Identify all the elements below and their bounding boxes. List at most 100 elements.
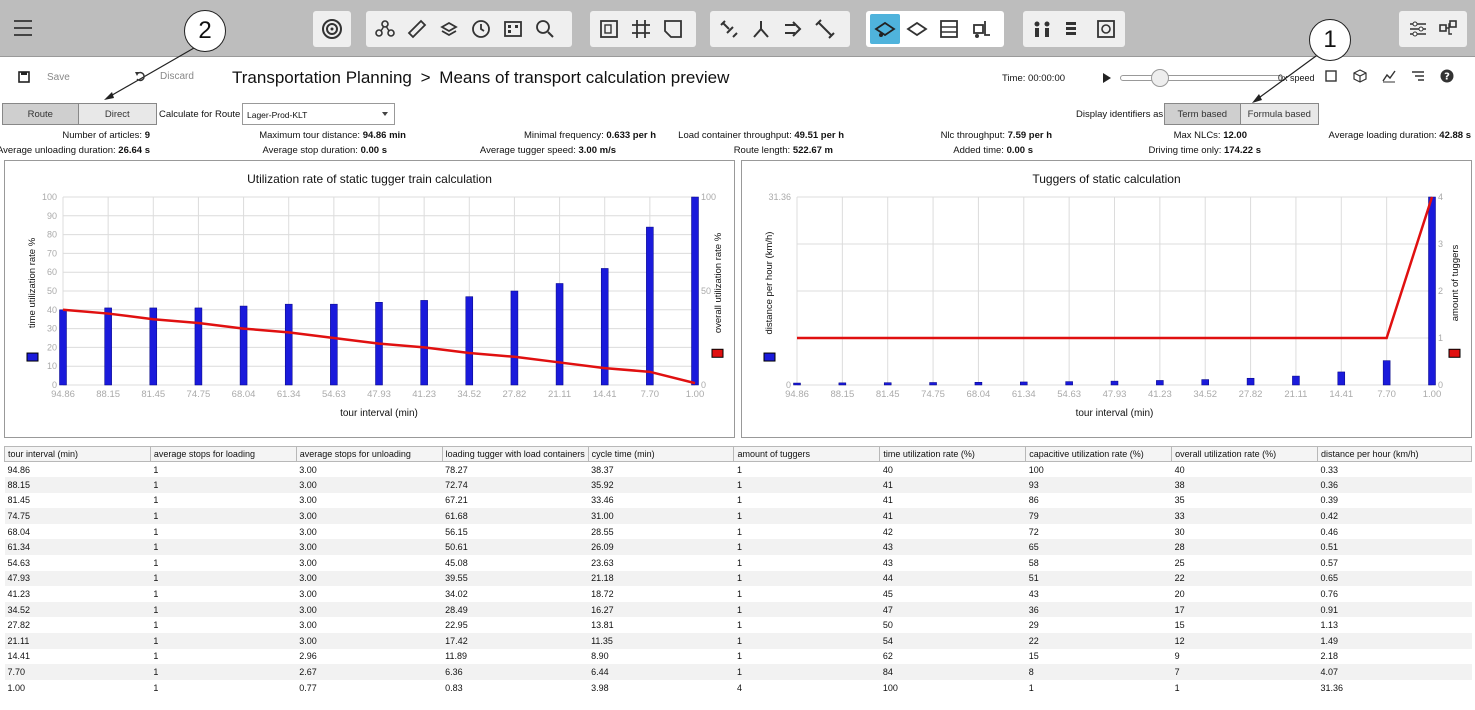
- table-row[interactable]: 94.86 1 3.00 78.27 38.37 1 40 100 40 0.33: [5, 462, 1472, 478]
- table-row[interactable]: 74.75 1 3.00 61.68 31.00 1 41 79 33 0.42: [4, 508, 1472, 524]
- speed-slider-handle[interactable]: [1151, 69, 1169, 87]
- column-header[interactable]: average stops for unloading: [295, 446, 443, 462]
- tugger-icon[interactable]: [870, 14, 900, 44]
- bar[interactable]: [793, 382, 801, 386]
- help-icon[interactable]: ?: [1440, 69, 1454, 83]
- bar[interactable]: [1246, 377, 1255, 386]
- link-icon[interactable]: [714, 14, 744, 44]
- bar[interactable]: [194, 307, 203, 386]
- table-row[interactable]: 68.04 1 3.00 56.15 28.55 1 42 72 30 0.46: [5, 524, 1472, 540]
- bar[interactable]: [149, 307, 158, 386]
- matrix-icon[interactable]: [498, 14, 528, 44]
- chart-title: Tuggers of static calculation: [1032, 172, 1181, 186]
- direct-option[interactable]: Direct: [104, 108, 130, 120]
- bar[interactable]: [239, 305, 248, 386]
- grid-icon[interactable]: [626, 14, 656, 44]
- forklift-icon[interactable]: [966, 14, 996, 44]
- table-row[interactable]: 14.41 1 2.96 11.89 8.90 1 62 15 9 2.18: [5, 649, 1472, 665]
- table-row[interactable]: 34.52 1 3.00 28.49 16.27 1 47 36 17 0.91: [4, 601, 1472, 618]
- chain-icon[interactable]: [810, 14, 840, 44]
- bar[interactable]: [510, 290, 519, 386]
- target-icon[interactable]: [317, 14, 347, 44]
- bar[interactable]: [330, 303, 338, 386]
- nodes-icon[interactable]: [370, 14, 400, 44]
- stack-icon[interactable]: [1059, 14, 1089, 44]
- clock-icon[interactable]: [466, 14, 496, 44]
- mrf-hierarchy-icon[interactable]: [1434, 14, 1463, 44]
- bar[interactable]: [1110, 380, 1119, 386]
- route-arrow-icon[interactable]: [778, 14, 808, 44]
- branch-icon[interactable]: [746, 14, 776, 44]
- list-icon[interactable]: [1411, 69, 1425, 83]
- speed-slider[interactable]: [1120, 69, 1282, 87]
- play-icon[interactable]: [1103, 73, 1111, 83]
- y-tick-label: 60: [47, 267, 57, 277]
- bar[interactable]: [465, 296, 474, 386]
- sliders-icon[interactable]: [1403, 14, 1432, 44]
- trailer-icon[interactable]: [902, 14, 932, 44]
- bar[interactable]: [1428, 196, 1436, 386]
- bar[interactable]: [104, 307, 112, 386]
- bar[interactable]: [1292, 375, 1300, 386]
- column-header[interactable]: average stops for loading: [149, 446, 297, 462]
- discard-button[interactable]: Discard: [134, 70, 194, 82]
- table-row[interactable]: 61.34 1 3.00 50.61 26.09 1 43 65 28 0.51: [4, 539, 1472, 556]
- column-header[interactable]: time utilization rate (%): [879, 446, 1027, 462]
- table-row[interactable]: 27.82 1 3.00 22.95 13.81 1 50 29 15 1.13: [5, 617, 1472, 633]
- series-line[interactable]: [62, 308, 696, 385]
- cube-icon[interactable]: [1353, 69, 1367, 83]
- formula-based-option[interactable]: Formula based: [1247, 108, 1311, 120]
- bar[interactable]: [600, 268, 609, 386]
- bar[interactable]: [838, 382, 847, 386]
- bar[interactable]: [691, 196, 699, 386]
- bar[interactable]: [974, 381, 983, 386]
- bar[interactable]: [1337, 371, 1346, 386]
- layers-icon[interactable]: [434, 14, 464, 44]
- bar[interactable]: [59, 309, 67, 386]
- route-option[interactable]: Route: [3, 104, 79, 124]
- term-based-option[interactable]: Term based: [1165, 104, 1241, 124]
- bar[interactable]: [883, 382, 892, 386]
- column-header[interactable]: tour interval (min): [4, 446, 151, 462]
- workers-icon[interactable]: [1027, 14, 1057, 44]
- table-row[interactable]: 7.70 1 2.67 6.36 6.44 1 84 8 7 4.07: [4, 664, 1472, 680]
- column-header[interactable]: cycle time (min): [587, 446, 735, 462]
- chart-icon[interactable]: [1382, 69, 1396, 83]
- column-header[interactable]: capacitive utilization rate (%): [1025, 446, 1173, 462]
- frame-icon[interactable]: [594, 14, 624, 44]
- crop-icon[interactable]: [1324, 69, 1338, 83]
- rack-icon[interactable]: [934, 14, 964, 44]
- table-row[interactable]: 41.23 1 3.00 34.02 18.72 1 45 43 20 0.76: [5, 586, 1472, 602]
- column-header[interactable]: overall utilization rate (%): [1171, 446, 1319, 462]
- series-line[interactable]: [797, 196, 1434, 340]
- zoom-search-icon[interactable]: [530, 14, 560, 44]
- table-row[interactable]: 21.11 1 3.00 17.42 11.35 1 54 22 12 1.49: [4, 633, 1472, 649]
- ruler-icon[interactable]: [402, 14, 432, 44]
- shape-icon[interactable]: [658, 14, 688, 44]
- bar[interactable]: [555, 283, 564, 386]
- bar[interactable]: [1201, 379, 1209, 386]
- bar[interactable]: [1020, 381, 1028, 386]
- column-header[interactable]: loading tugger with load containers: [441, 446, 589, 462]
- bar[interactable]: [1382, 360, 1391, 386]
- stat-label: Average loading duration:: [1328, 130, 1437, 141]
- x-tick-label: 7.70: [641, 389, 660, 400]
- breadcrumb-root[interactable]: Transportation Planning: [232, 68, 412, 87]
- table-row[interactable]: 1.00 1 0.77 0.83 3.98 4 100 1 1 31.36: [5, 680, 1472, 696]
- bar[interactable]: [646, 226, 654, 386]
- bar[interactable]: [420, 300, 428, 386]
- bar[interactable]: [1156, 380, 1164, 386]
- bar[interactable]: [929, 382, 937, 386]
- screen-icon[interactable]: [1091, 14, 1121, 44]
- table-row[interactable]: 81.45 1 3.00 67.21 33.46 1 41 86 35 0.39: [5, 493, 1472, 509]
- column-header[interactable]: distance per hour (km/h): [1317, 446, 1472, 462]
- table-row[interactable]: 47.93 1 3.00 39.55 21.18 1 44 51 22 0.65: [4, 570, 1472, 587]
- table-row[interactable]: 88.15 1 3.00 72.74 35.92 1 41 93 38 0.36: [4, 477, 1472, 493]
- column-header[interactable]: amount of tuggers: [733, 446, 881, 462]
- hamburger-menu-icon[interactable]: [14, 20, 32, 36]
- save-button[interactable]: Save: [18, 71, 70, 83]
- bar[interactable]: [284, 303, 293, 386]
- table-row[interactable]: 54.63 1 3.00 45.08 23.63 1 43 58 25 0.57: [5, 555, 1472, 571]
- route-select[interactable]: Lager-Prod-KLT: [242, 103, 395, 125]
- bar[interactable]: [1065, 381, 1073, 386]
